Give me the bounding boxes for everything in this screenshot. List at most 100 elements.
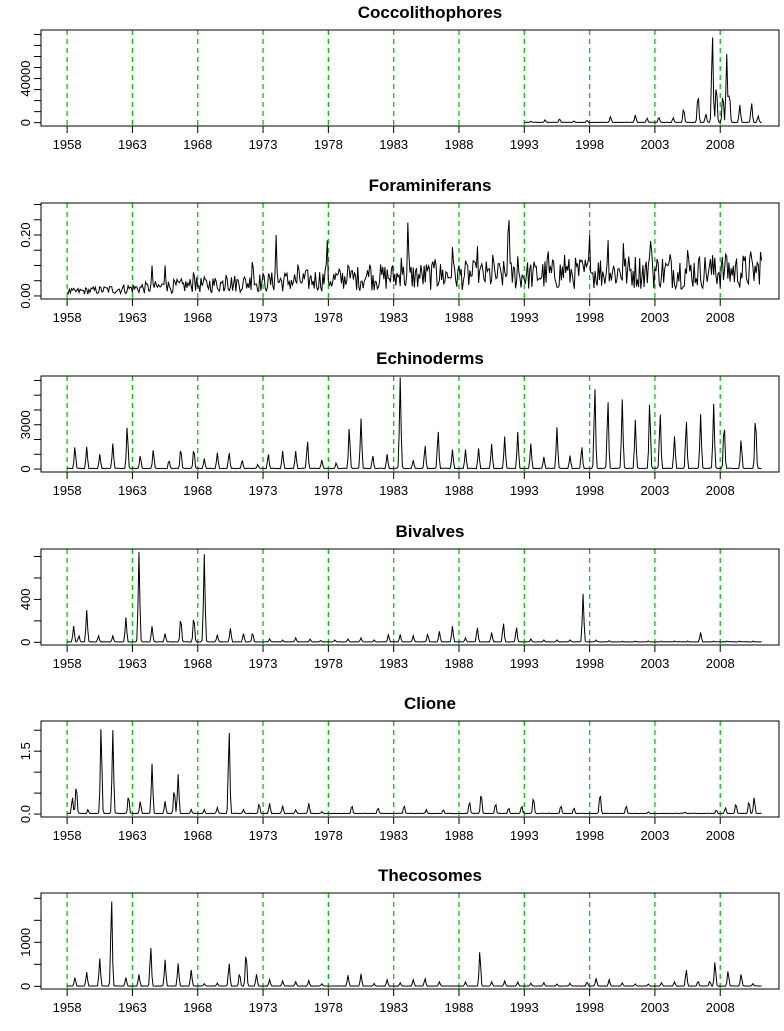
x-tick-label: 1988 [445,656,474,671]
x-tick-label: 1963 [118,1000,147,1015]
x-tick-label: 1998 [575,137,604,152]
x-tick-label: 1993 [510,483,539,498]
series-line [524,37,762,123]
x-tick-label: 1988 [445,310,474,325]
x-tick-label: 1968 [183,1000,212,1015]
plot-frame [40,202,780,300]
chart-title: Bivalves [396,522,465,541]
y-tick-label: 1.5 [18,742,33,760]
x-tick-label: 1988 [445,828,474,843]
x-tick-label: 1988 [445,1000,474,1015]
y-tick-label: 0.00 [18,283,33,308]
x-tick-label: 2003 [640,137,669,152]
x-tick-label: 1998 [575,310,604,325]
x-tick-label: 2003 [640,1000,669,1015]
x-tick-label: 1993 [510,1000,539,1015]
x-tick-label: 1973 [249,656,278,671]
x-tick-label: 1958 [53,483,82,498]
chart-title: Clione [404,694,456,713]
x-tick-label: 1958 [53,828,82,843]
x-tick-label: 1968 [183,656,212,671]
chart-panel-2: Echinoderms 1958 1963 1968 1973 1978 1983 1988 1… [18,349,780,498]
x-tick-label: 1963 [118,137,147,152]
x-tick-label: 1958 [53,137,82,152]
y-tick-label: 0 [18,639,33,646]
x-tick-label: 1973 [249,137,278,152]
x-tick-label: 1983 [379,1000,408,1015]
x-tick-label: 1983 [379,656,408,671]
x-tick-label: 2008 [706,1000,735,1015]
x-tick-label: 1958 [53,656,82,671]
x-tick-label: 1978 [314,137,343,152]
x-tick-label: 1963 [118,828,147,843]
x-tick-label: 2008 [706,310,735,325]
x-tick-label: 1978 [314,656,343,671]
chart-panel-3: Bivalves 1958 1963 1968 1973 1978 1983 1988 1993… [18,522,780,671]
plot-frame [40,375,780,473]
y-tick-label: 0.20 [18,222,33,247]
x-tick-label: 1968 [183,310,212,325]
x-tick-label: 1988 [445,137,474,152]
x-tick-label: 1973 [249,483,278,498]
x-tick-label: 1983 [379,310,408,325]
y-tick-label: 3000 [18,410,33,439]
series-line [67,377,762,470]
x-tick-label: 1963 [118,483,147,498]
x-tick-label: 2008 [706,828,735,843]
x-tick-label: 2003 [640,310,669,325]
x-tick-label: 1963 [118,656,147,671]
series-line [67,552,762,643]
x-tick-label: 1993 [510,828,539,843]
x-tick-label: 1958 [53,1000,82,1015]
x-tick-label: 1968 [183,137,212,152]
x-tick-label: 1973 [249,828,278,843]
x-tick-label: 1973 [249,310,278,325]
x-tick-label: 1983 [379,828,408,843]
series-line [66,220,763,296]
x-tick-label: 2008 [706,137,735,152]
x-tick-label: 1993 [510,656,539,671]
y-tick-label: 400 [18,589,33,611]
x-tick-label: 1998 [575,483,604,498]
x-tick-label: 2003 [640,483,669,498]
plot-frame [40,892,780,990]
x-tick-label: 1998 [575,656,604,671]
y-tick-label: 0.0 [18,805,33,823]
x-tick-label: 1978 [314,1000,343,1015]
x-tick-label: 1978 [314,828,343,843]
plot-frame [40,548,780,646]
x-tick-label: 1963 [118,310,147,325]
chart-panel-5: Thecosomes 1958 1963 1968 1973 1978 1983 1988 19… [18,866,780,1015]
plot-frame [40,29,780,127]
plot-frame [40,720,780,818]
series-line [67,901,762,987]
chart-panel-4: Clione 1958 1963 1968 1973 1978 1983 1988 1993 19… [18,694,780,843]
x-tick-label: 1993 [510,310,539,325]
y-tick-label: 0 [18,465,33,472]
x-tick-label: 1978 [314,483,343,498]
x-tick-label: 1973 [249,1000,278,1015]
chart-panel-1: Foraminiferans 1958 1963 1968 1973 1978 1983 19… [18,176,780,325]
x-tick-label: 2008 [706,656,735,671]
y-tick-label: 0 [18,119,33,126]
x-tick-label: 1988 [445,483,474,498]
x-tick-label: 2008 [706,483,735,498]
x-tick-label: 1958 [53,310,82,325]
x-tick-label: 1968 [183,483,212,498]
x-tick-label: 1983 [379,483,408,498]
chart-title: Echinoderms [376,349,484,368]
x-tick-label: 1998 [575,828,604,843]
y-tick-label: 40000 [18,60,33,96]
chart-panel-0: Coccolithophores 1958 1963 1968 1973 1978 1983… [18,3,780,152]
x-tick-label: 1978 [314,310,343,325]
chart-title: Thecosomes [378,866,482,885]
series-line [67,729,762,815]
x-tick-label: 1968 [183,828,212,843]
y-tick-label: 0 [18,983,33,990]
x-tick-label: 1993 [510,137,539,152]
x-tick-label: 2003 [640,656,669,671]
y-tick-label: 1000 [18,928,33,957]
x-tick-label: 1983 [379,137,408,152]
x-tick-label: 1998 [575,1000,604,1015]
